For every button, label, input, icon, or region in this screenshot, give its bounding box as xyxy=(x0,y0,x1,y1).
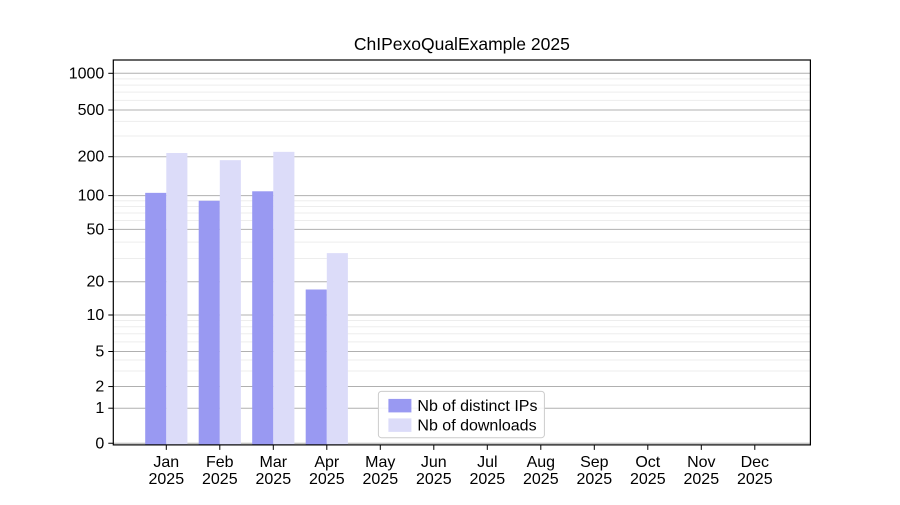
svg-text:2025: 2025 xyxy=(309,471,345,488)
svg-text:2025: 2025 xyxy=(470,471,506,488)
svg-text:Jun: Jun xyxy=(421,454,447,471)
svg-text:Mar: Mar xyxy=(260,454,288,471)
svg-text:50: 50 xyxy=(87,221,105,238)
svg-text:100: 100 xyxy=(78,188,105,205)
svg-text:10: 10 xyxy=(87,307,105,324)
svg-text:20: 20 xyxy=(87,274,105,291)
svg-text:ChIPexoQualExample 2025: ChIPexoQualExample 2025 xyxy=(354,34,570,54)
svg-text:Nb of distinct IPs: Nb of distinct IPs xyxy=(417,398,537,415)
svg-text:2025: 2025 xyxy=(577,471,613,488)
svg-text:200: 200 xyxy=(78,149,105,166)
svg-text:2025: 2025 xyxy=(256,471,292,488)
svg-text:2025: 2025 xyxy=(363,471,399,488)
svg-text:2025: 2025 xyxy=(684,471,720,488)
svg-text:2025: 2025 xyxy=(737,471,773,488)
svg-text:2025: 2025 xyxy=(202,471,238,488)
svg-text:Aug: Aug xyxy=(527,454,555,471)
svg-text:2025: 2025 xyxy=(630,471,666,488)
svg-text:Jul: Jul xyxy=(477,454,497,471)
svg-text:2: 2 xyxy=(95,379,104,396)
svg-text:Feb: Feb xyxy=(206,454,234,471)
svg-text:May: May xyxy=(365,454,395,471)
svg-text:1000: 1000 xyxy=(69,65,105,82)
svg-text:2025: 2025 xyxy=(416,471,452,488)
svg-text:5: 5 xyxy=(95,344,104,361)
svg-text:Oct: Oct xyxy=(635,454,660,471)
svg-text:0: 0 xyxy=(95,435,104,452)
svg-text:Sep: Sep xyxy=(580,454,609,471)
svg-text:2025: 2025 xyxy=(149,471,185,488)
svg-text:Nb of downloads: Nb of downloads xyxy=(417,417,536,434)
svg-text:2025: 2025 xyxy=(523,471,559,488)
svg-text:1: 1 xyxy=(95,400,104,417)
svg-text:Apr: Apr xyxy=(314,454,340,471)
svg-text:Jan: Jan xyxy=(153,454,179,471)
svg-text:Nov: Nov xyxy=(687,454,715,471)
svg-text:Dec: Dec xyxy=(741,454,769,471)
svg-text:500: 500 xyxy=(78,102,105,119)
